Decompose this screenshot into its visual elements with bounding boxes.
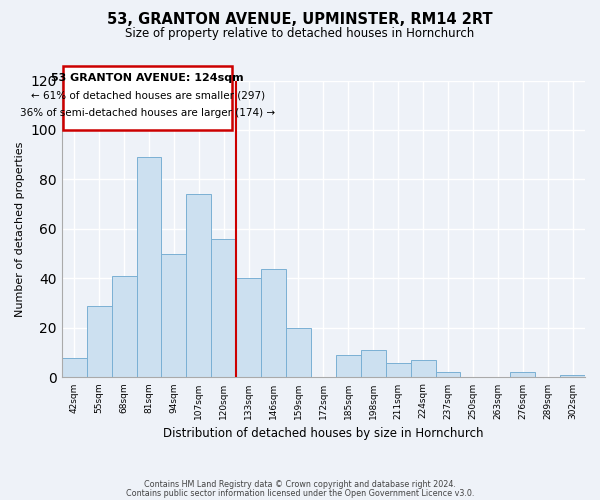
Bar [510, 372, 535, 378]
Bar [211, 239, 236, 378]
Text: Size of property relative to detached houses in Hornchurch: Size of property relative to detached ho… [125, 28, 475, 40]
Text: 36% of semi-detached houses are larger (174) →: 36% of semi-detached houses are larger (… [20, 108, 275, 118]
Bar [62, 358, 87, 378]
Bar [161, 254, 187, 378]
X-axis label: Distribution of detached houses by size in Hornchurch: Distribution of detached houses by size … [163, 427, 484, 440]
Bar [261, 268, 286, 378]
Text: Contains HM Land Registry data © Crown copyright and database right 2024.: Contains HM Land Registry data © Crown c… [144, 480, 456, 489]
Bar [236, 278, 261, 378]
Bar [112, 276, 137, 378]
Bar [560, 375, 585, 378]
Bar [436, 372, 460, 378]
Y-axis label: Number of detached properties: Number of detached properties [15, 142, 25, 316]
Bar [87, 306, 112, 378]
Text: 53, GRANTON AVENUE, UPMINSTER, RM14 2RT: 53, GRANTON AVENUE, UPMINSTER, RM14 2RT [107, 12, 493, 28]
Text: Contains public sector information licensed under the Open Government Licence v3: Contains public sector information licen… [126, 490, 474, 498]
Bar [137, 157, 161, 378]
Text: ← 61% of detached houses are smaller (297): ← 61% of detached houses are smaller (29… [31, 90, 265, 101]
FancyBboxPatch shape [63, 66, 232, 130]
Bar [187, 194, 211, 378]
Bar [361, 350, 386, 378]
Bar [336, 355, 361, 378]
Text: 53 GRANTON AVENUE: 124sqm: 53 GRANTON AVENUE: 124sqm [52, 73, 244, 83]
Bar [410, 360, 436, 378]
Bar [286, 328, 311, 378]
Bar [386, 362, 410, 378]
